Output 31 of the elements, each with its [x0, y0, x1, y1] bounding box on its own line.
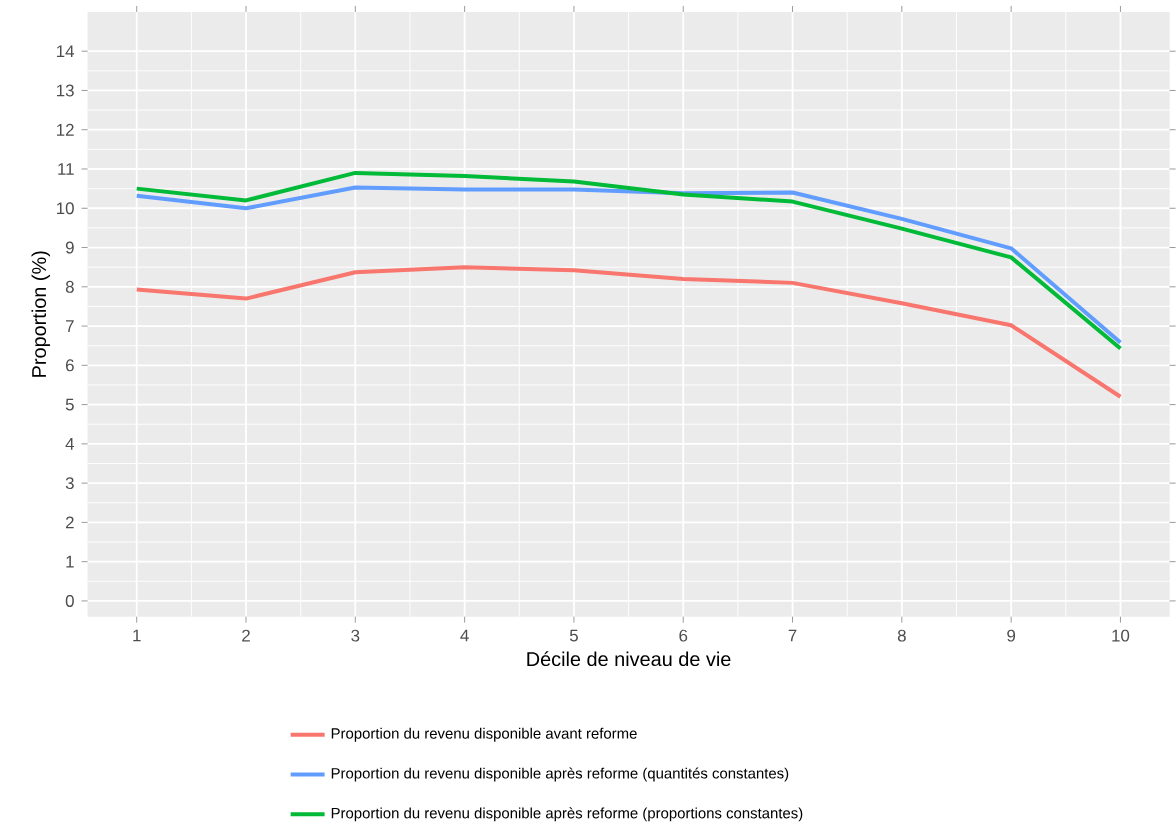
y-tick-label: 0	[65, 594, 74, 607]
y-tick-label: 2	[65, 516, 74, 529]
x-tick-label: 1	[133, 629, 141, 642]
legend-label: Proportion du revenu disponible après reforme (proportions constantes)	[331, 807, 803, 822]
x-tick-label: 10	[1112, 629, 1130, 642]
x-tick-label: 2	[242, 629, 250, 642]
y-tick-label: 11	[58, 163, 74, 175]
x-tick-label: 4	[460, 629, 469, 642]
y-tick-label: 9	[65, 241, 74, 254]
legend-label: Proportion du revenu disponible avant reforme	[331, 727, 637, 742]
x-axis-title: Décile de niveau de vie	[527, 651, 731, 667]
y-axis-title: Proportion (%)	[31, 251, 51, 377]
x-tick-label: 9	[1007, 629, 1016, 642]
y-tick-label: 13	[57, 84, 74, 97]
y-tick-label: 4	[65, 437, 75, 450]
y-tick-label: 5	[65, 398, 74, 411]
y-tick-label: 8	[65, 280, 74, 293]
x-tick-label: 7	[788, 629, 797, 642]
y-tick-label: 7	[66, 320, 74, 332]
legend-label: Proportion du revenu disponible après reforme (quantités constantes)	[331, 767, 789, 782]
x-tick-label: 8	[897, 629, 906, 642]
x-tick-label: 3	[351, 629, 360, 642]
x-tick-label: 6	[679, 629, 688, 642]
x-tick-label: 5	[569, 629, 578, 642]
y-tick-label: 10	[57, 202, 74, 215]
y-tick-label: 6	[66, 359, 74, 372]
y-tick-label: 1	[66, 555, 74, 568]
line-series	[134, 265, 1123, 399]
y-tick-label: 14	[57, 45, 75, 57]
y-tick-label: 3	[65, 477, 74, 490]
y-tick-label: 12	[57, 123, 74, 136]
